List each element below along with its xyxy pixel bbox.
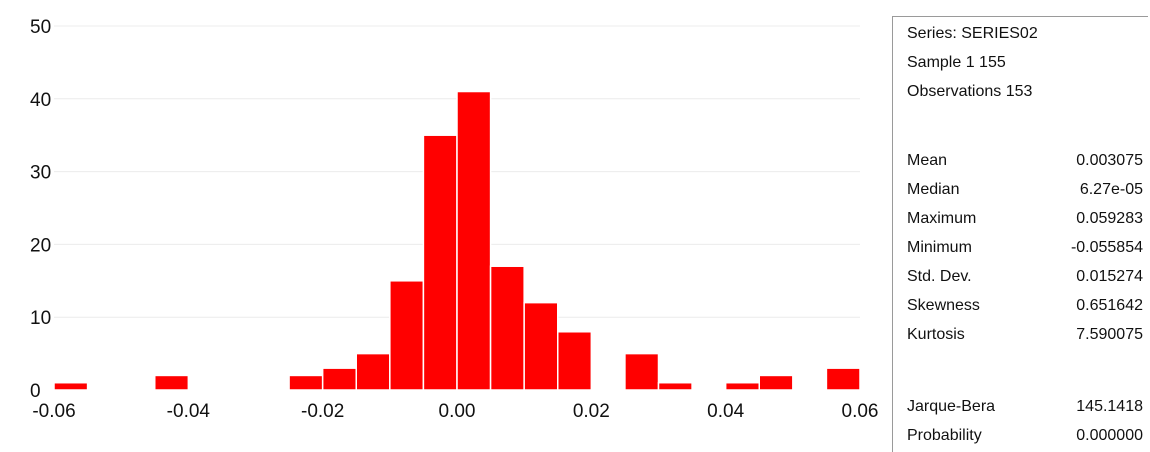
stat-label: Probability [907, 427, 982, 444]
histogram-bar [624, 352, 660, 391]
stat-row-skewness: Skewness 0.651642 [907, 297, 1143, 319]
histogram-bar [825, 367, 861, 391]
stat-value: 7.590075 [1076, 326, 1143, 343]
stat-row-minimum: Minimum -0.055854 [907, 239, 1143, 261]
stat-label: Jarque-Bera [907, 398, 996, 415]
stat-value: 145.1418 [1076, 398, 1143, 415]
histogram-chart: 0 10 20 30 40 50 -0.06 -0.04 -0.02 0.00 0.02 0.04 0.… [30, 17, 879, 422]
histogram-bar [456, 90, 492, 391]
x-tick-label: 0.06 [842, 401, 879, 422]
histogram-bar [489, 265, 525, 391]
stat-row-std-dev: Std. Dev. 0.015274 [907, 268, 1143, 290]
stat-label: Std. Dev. [907, 268, 972, 285]
histogram-bar [321, 367, 357, 391]
y-tick-label: 10 [30, 308, 51, 329]
histogram-bar [53, 381, 89, 391]
x-tick-label: -0.02 [301, 401, 344, 422]
histogram-bar [758, 374, 794, 391]
histogram-bar [657, 381, 693, 391]
descriptive-stats-panel: Series: SERIES02 Sample 1 155 Observatio… [892, 16, 1148, 452]
histogram-bar [154, 374, 190, 391]
histogram-bar [724, 381, 761, 391]
stat-label: Skewness [907, 297, 980, 314]
stat-row-jarque-bera: Jarque-Bera 145.1418 [907, 398, 1143, 420]
stat-label: Minimum [907, 239, 972, 256]
y-tick-label: 50 [30, 17, 51, 38]
x-tick-label: 0.00 [439, 401, 476, 422]
stat-row-median: Median 6.27e-05 [907, 181, 1143, 203]
x-tick-label: -0.06 [32, 401, 75, 422]
stat-row-maximum: Maximum 0.059283 [907, 210, 1143, 232]
x-tick-label: 0.04 [707, 401, 744, 422]
x-tick-label: -0.04 [167, 401, 211, 422]
y-tick-label: 40 [30, 90, 51, 111]
histogram-bar [422, 134, 458, 391]
stat-value: 0.059283 [1076, 210, 1143, 227]
histogram-bar [288, 374, 324, 391]
stat-value: 6.27e-05 [1079, 181, 1143, 198]
series-name: Series: SERIES02 [907, 25, 1038, 42]
histogram-bar [557, 331, 593, 391]
stat-label: Kurtosis [907, 326, 965, 343]
observations-count: Observations 153 [907, 83, 1033, 100]
stat-label: Median [907, 181, 960, 198]
y-tick-label: 20 [30, 235, 51, 256]
stat-row-kurtosis: Kurtosis 7.590075 [907, 326, 1143, 348]
stat-value: -0.055854 [1070, 239, 1143, 256]
y-tick-label: 0 [30, 381, 41, 402]
stat-value: 0.003075 [1076, 152, 1143, 169]
stat-label: Maximum [907, 210, 977, 227]
y-tick-label: 30 [30, 163, 51, 184]
stat-value: 0.015274 [1076, 268, 1143, 285]
histogram-bar [523, 301, 559, 391]
stat-value: 0.000000 [1076, 427, 1143, 444]
histogram-bar [389, 280, 425, 391]
x-tick-label: 0.02 [573, 401, 610, 422]
sample-range: Sample 1 155 [907, 54, 1006, 71]
stat-row-mean: Mean 0.003075 [907, 152, 1143, 174]
histogram-bar [355, 352, 391, 391]
stat-row-probability: Probability 0.000000 [907, 427, 1143, 449]
stat-label: Mean [907, 152, 948, 169]
stat-value: 0.651642 [1076, 297, 1143, 314]
